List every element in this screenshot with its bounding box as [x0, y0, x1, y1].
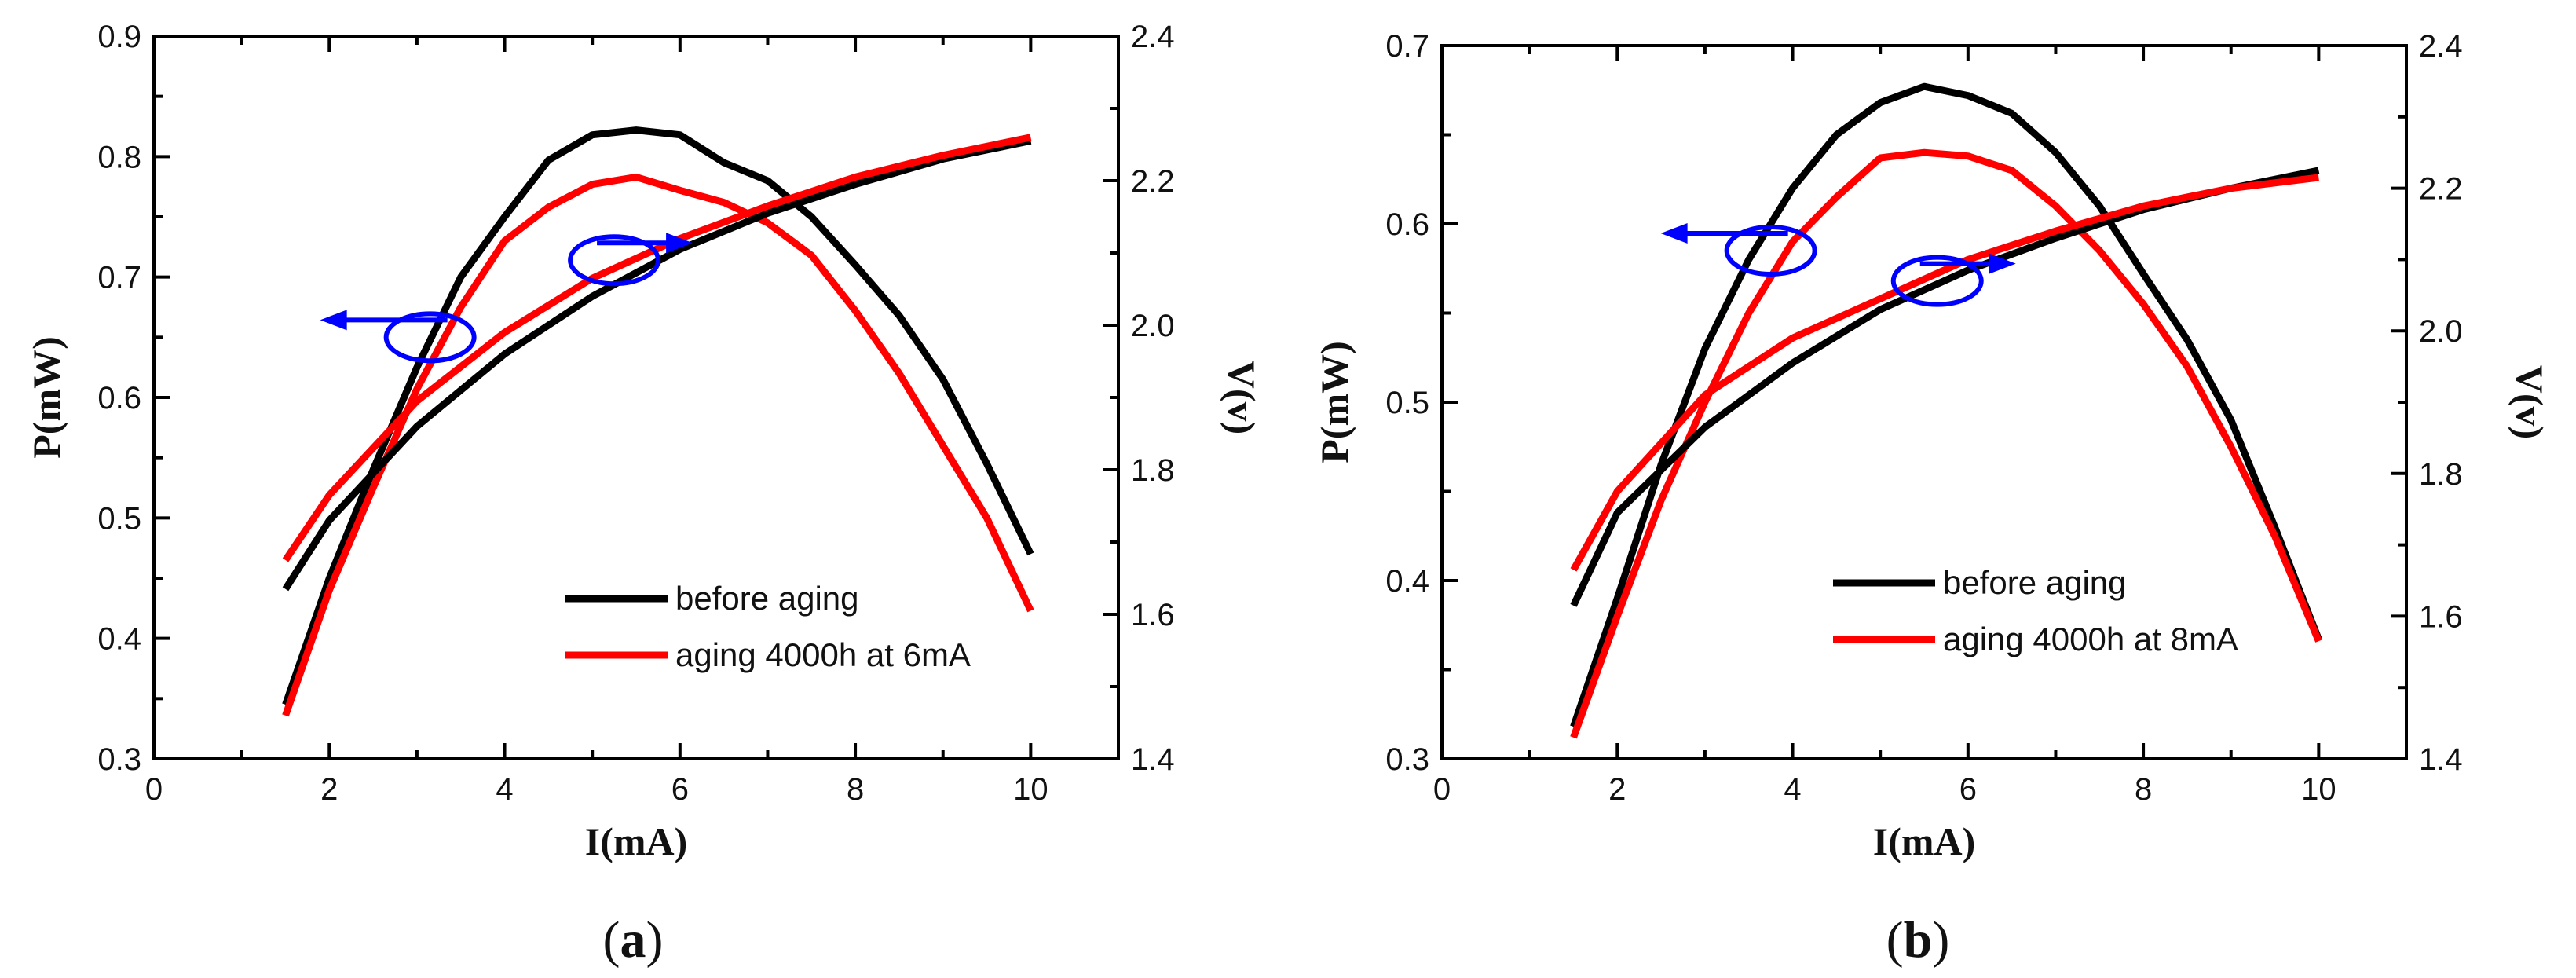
chart-a-y-left-tick-label: 0.9	[97, 20, 141, 54]
chart-a-y-right-tick-label: 2.4	[1131, 20, 1175, 54]
chart-a-legend: before aging aging 4000h at 6mA	[565, 580, 971, 673]
chart-b-y-left-axis-label: P(mW)	[1312, 341, 1356, 463]
chart-b-y-left-tick-label: 0.6	[1385, 207, 1429, 242]
chart-a-y-left-tick-label: 0.7	[97, 261, 141, 295]
chart-b-x-tick-label: 10	[2301, 772, 2336, 807]
chart-b-y-right-tick-label: 1.8	[2419, 457, 2463, 492]
chart-a-y-left-axis-label: P(mW)	[24, 336, 68, 459]
chart-b-y-right-tick-label: 1.4	[2419, 742, 2463, 777]
chart-b-y-right-tick-label: 2.2	[2419, 172, 2463, 207]
chart-b-y-left-tick-label: 0.7	[1385, 29, 1429, 64]
chart-a-y-left-tick-label: 0.3	[97, 742, 141, 777]
chart-a-y-right-axis-label: V(v)	[1220, 361, 1264, 434]
figure: 0 2 4 6 8 10 0.3 0.4 0.5 0.6 0.7 0.8 0.9 1.4 1.6 1.8 2.0…	[0, 0, 2576, 978]
chart-a-y-left-tick-label: 0.8	[97, 140, 141, 174]
chart-a-y-right-tick-label: 2.2	[1131, 164, 1175, 199]
chart-a-indicator-arrow-left-icon	[320, 310, 347, 330]
chart-a-x-tick-label: 0	[145, 772, 163, 807]
chart-b-legend-label: aging 4000h at 8mA	[1943, 621, 2238, 657]
chart-a-panel-letter: a	[620, 911, 646, 969]
chart-b: 0 2 4 6 8 10 0.3 0.4 0.5 0.6 0.7 1.4 1.6 1.8 2.0 2.2 2.4…	[1312, 29, 2552, 969]
chart-a-legend-label: before aging	[675, 580, 859, 617]
chart-b-x-tick-label: 6	[1959, 772, 1977, 807]
chart-b-legend-label: before aging	[1943, 564, 2127, 601]
chart-a-x-tick-label: 4	[496, 772, 513, 807]
chart-b-x-tick-label: 2	[1608, 772, 1626, 807]
chart-a-y-right-tick-label: 1.4	[1131, 742, 1175, 777]
chart-b-y-right-tick-label: 2.4	[2419, 29, 2463, 64]
chart-b-y-left-tick-label: 0.4	[1385, 564, 1429, 599]
chart-a-y-left-tick-label: 0.5	[97, 501, 141, 536]
chart-b-y-left-tick-label: 0.3	[1385, 742, 1429, 777]
chart-a-y-right-tick-label: 2.0	[1131, 309, 1175, 343]
chart-b-x-axis-label: I(mA)	[1873, 819, 1976, 863]
chart-a-panel-paren-close: )	[646, 911, 664, 969]
chart-a-series-voltage-before-line	[286, 141, 1031, 588]
chart-a-x-axis-label: I(mA)	[585, 819, 688, 863]
chart-a-y-right-tick-label: 1.6	[1131, 598, 1175, 632]
chart-b-x-tick-label: 0	[1433, 772, 1451, 807]
chart-b-y-right-tick-label: 1.6	[2419, 599, 2463, 634]
chart-a-x-tick-label: 10	[1013, 772, 1048, 807]
chart-b-y-right-axis-label: V(v)	[2508, 365, 2552, 439]
chart-a-plot-frame	[154, 36, 1118, 759]
chart-b-x-tick-label: 4	[1784, 772, 1801, 807]
chart-b-panel-letter: b	[1904, 911, 1933, 969]
chart-b-y-left-tick-label: 0.5	[1385, 386, 1429, 420]
chart-b-panel-paren-open: (	[1886, 911, 1904, 969]
chart-b-y-right-tick-label: 2.0	[2419, 314, 2463, 349]
chart-b-x-tick-label: 8	[2135, 772, 2152, 807]
chart-a-y-left-tick-label: 0.4	[97, 622, 141, 657]
chart-a-y-left-tick-label: 0.6	[97, 381, 141, 416]
chart-a-x-tick-label: 8	[847, 772, 864, 807]
chart-b-panel-paren-close: )	[1932, 911, 1949, 969]
chart-a-left-axis-indicator	[320, 310, 474, 361]
chart-b-panel-label: (b)	[1886, 911, 1950, 969]
chart-a-y-right-tick-label: 1.8	[1131, 453, 1175, 488]
chart-b-legend: before aging aging 4000h at 8mA	[1833, 564, 2238, 657]
chart-a-legend-label: aging 4000h at 6mA	[675, 636, 971, 673]
chart-a-panel-paren-open: (	[603, 911, 620, 969]
chart-a-x-tick-label: 6	[671, 772, 689, 807]
chart-a-x-tick-label: 2	[320, 772, 338, 807]
chart-b-indicator-arrow-left-icon	[1661, 223, 1688, 244]
chart-a-panel-label: (a)	[603, 911, 664, 969]
chart-a: 0 2 4 6 8 10 0.3 0.4 0.5 0.6 0.7 0.8 0.9 1.4 1.6 1.8 2.0…	[24, 20, 1264, 969]
